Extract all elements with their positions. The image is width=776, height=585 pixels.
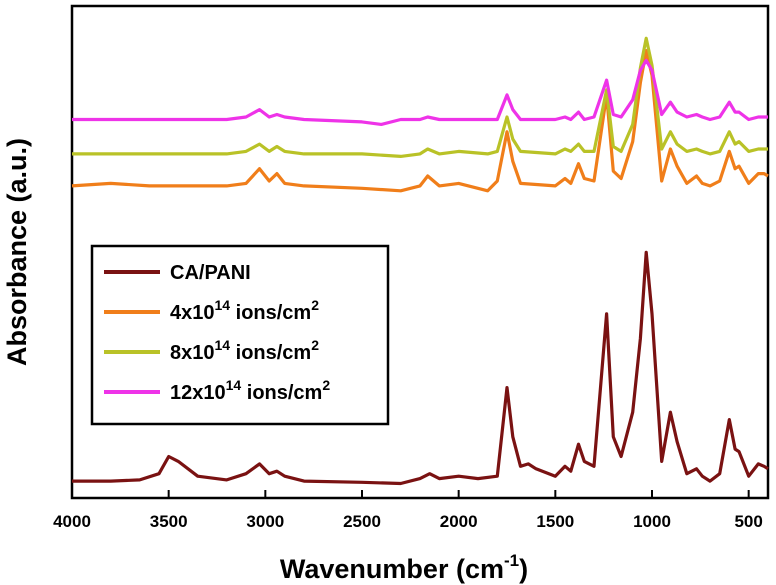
legend-label-0: CA/PANI xyxy=(170,262,251,284)
x-axis-title: Wavenumber (cm-1) xyxy=(280,551,528,584)
series-line-0 xyxy=(72,250,769,486)
x-tick-label: 4000 xyxy=(53,512,91,531)
x-tick-label: 3000 xyxy=(246,512,284,531)
y-axis-title: Absorbance (a.u.) xyxy=(2,138,32,366)
x-tick-label: 1500 xyxy=(536,512,574,531)
x-axis-ticks: 4000 3500 3000 2500 2000 1500 1000 500 xyxy=(53,490,763,531)
series-line-2 xyxy=(72,36,768,158)
x-tick-label: 3500 xyxy=(150,512,188,531)
x-tick-label: 500 xyxy=(734,512,762,531)
x-tick-label: 1000 xyxy=(633,512,671,531)
series-line-3 xyxy=(72,58,768,126)
legend-label-2: 8x1014 ions/cm2 xyxy=(170,337,319,364)
x-tick-label: 2000 xyxy=(440,512,478,531)
series-line-1 xyxy=(71,49,769,193)
legend-label-1: 4x1014 ions/cm2 xyxy=(170,297,319,324)
legend-label-3: 12x1014 ions/cm2 xyxy=(170,377,330,404)
plot-frame xyxy=(70,4,770,500)
spectra-lines xyxy=(71,36,769,486)
legend-box xyxy=(90,244,390,426)
x-tick-label: 2500 xyxy=(343,512,381,531)
legend: CA/PANI 4x1014 ions/cm2 8x1014 ions/cm2 12x… xyxy=(90,244,390,426)
